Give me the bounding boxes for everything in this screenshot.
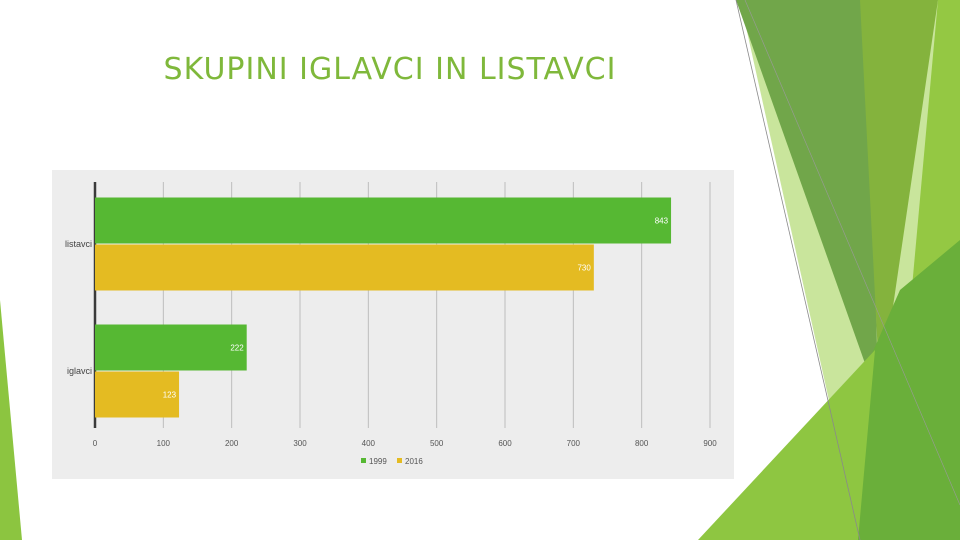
bar-listavci-1999 (95, 197, 672, 244)
data-label: 222 (230, 344, 244, 353)
slide-title: SKUPINI IGLAVCI IN LISTAVCI (163, 52, 617, 87)
x-tick-label: 100 (157, 439, 171, 448)
data-label: 123 (163, 391, 177, 400)
x-axis-ticks: 0 100 200 300 400 500 600 700 800 900 (93, 439, 717, 448)
x-tick-label: 700 (567, 439, 581, 448)
x-tick-label: 200 (225, 439, 239, 448)
bar-iglavci-2016 (95, 371, 180, 418)
bar-iglavci-1999 (95, 324, 247, 371)
bar-listavci-2016 (95, 244, 594, 291)
bottom-wedge (698, 350, 875, 540)
x-tick-label: 600 (498, 439, 512, 448)
data-labels: 843 730 222 123 (163, 217, 669, 400)
thin-line-1 (735, 0, 861, 540)
right-mid-wedge (860, 0, 938, 395)
legend-label: 1999 (369, 457, 387, 466)
legend-swatch (397, 458, 402, 463)
legend-label: 2016 (405, 457, 423, 466)
category-label: listavci (65, 239, 92, 249)
left-corner-triangle (0, 300, 22, 540)
bars (95, 197, 672, 418)
x-tick-label: 0 (93, 439, 98, 448)
thin-line-2 (744, 0, 960, 506)
data-label: 843 (655, 217, 669, 226)
x-tick-label: 900 (703, 439, 717, 448)
category-labels: listavci iglavci (65, 239, 92, 376)
x-tick-label: 500 (430, 439, 444, 448)
legend: 1999 2016 (361, 457, 423, 466)
data-label: 730 (577, 264, 591, 273)
category-label: iglavci (67, 366, 92, 376)
x-tick-label: 400 (362, 439, 376, 448)
legend-swatch (361, 458, 366, 463)
right-dark-wedge (736, 0, 878, 400)
x-tick-label: 300 (293, 439, 307, 448)
x-tick-label: 800 (635, 439, 649, 448)
